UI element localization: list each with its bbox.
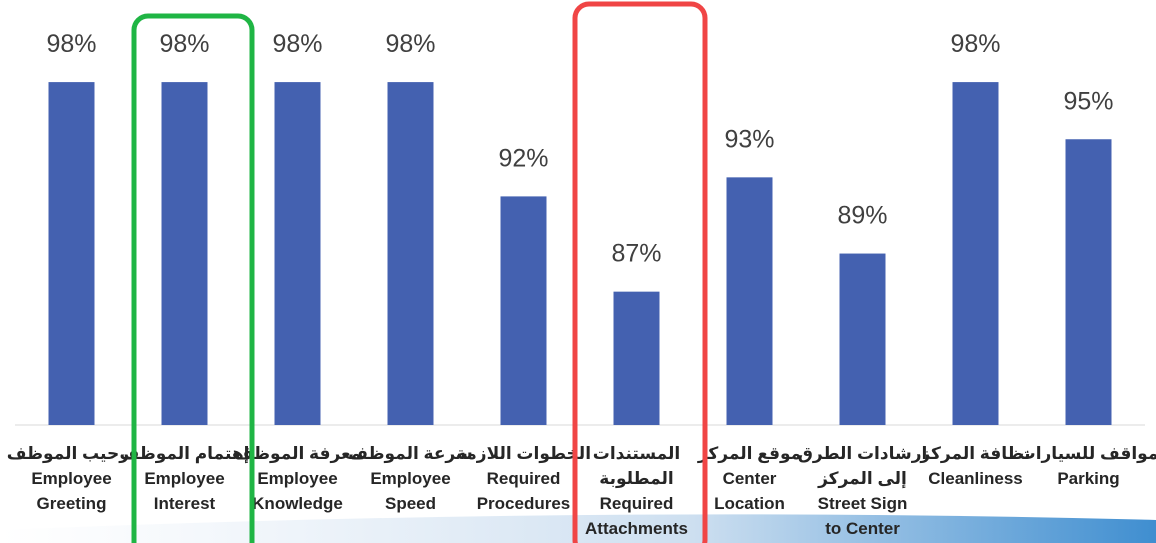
highlight-box [572, 1, 708, 543]
data-label: 98% [159, 30, 209, 58]
x-tick-label: to Center [825, 519, 900, 538]
data-label: 98% [272, 30, 322, 58]
data-label: 92% [498, 144, 548, 172]
data-label: 93% [724, 125, 774, 153]
bar [274, 82, 321, 425]
x-tick-label: Greeting [37, 494, 107, 513]
x-tick-label: Parking [1057, 469, 1119, 488]
bar [500, 196, 547, 425]
x-tick-label: Interest [154, 494, 216, 513]
x-tick-label: Location [714, 494, 785, 513]
x-tick-label: Street Sign [818, 494, 908, 513]
x-tick-label: الخطوات اللازمة [456, 444, 591, 464]
x-tick-label: Required [600, 494, 674, 513]
data-label: 95% [1063, 87, 1113, 115]
data-label: 98% [950, 30, 1000, 58]
x-tick-label: Speed [385, 494, 436, 513]
plot: ترحيب الموظف Employee Greeting 98% إهتمام ال… [7, 30, 1156, 538]
x-tick-label: نظافة المركز [919, 444, 1030, 464]
bar [952, 82, 999, 425]
x-tick-label: Cleanliness [928, 469, 1023, 488]
x-tick-label: Employee [31, 469, 111, 488]
x-tick-label: ارشادات الطرق [798, 444, 928, 464]
x-tick-label: موقع المركز [697, 444, 801, 464]
x-tick-label: سرعة الموظف [348, 444, 472, 464]
bar [48, 82, 95, 425]
data-label: 98% [46, 30, 96, 58]
x-tick-label: إهتمام الموظف [119, 444, 249, 464]
x-tick-label: Required [487, 469, 561, 488]
bar [161, 82, 208, 425]
x-tick-label: ترحيب الموظف [7, 444, 136, 464]
highlight-box [131, 13, 255, 543]
x-tick-label: مواقف للسيارات [1019, 444, 1156, 464]
bar [839, 253, 886, 425]
x-tick-label: المطلوبة [599, 469, 673, 489]
bar [387, 82, 434, 425]
data-label: 98% [385, 30, 435, 58]
bar [726, 177, 773, 425]
x-tick-label: إلى المركز [817, 469, 907, 489]
bar [613, 291, 660, 425]
x-tick-label: Attachments [585, 519, 688, 538]
x-tick-label: Knowledge [252, 494, 343, 513]
x-tick-label: Procedures [477, 494, 571, 513]
x-tick-label: Center [723, 469, 777, 488]
bar [1065, 139, 1112, 425]
data-label: 89% [837, 202, 887, 230]
x-tick-label: المستندات [593, 444, 681, 463]
x-tick-label: Employee [370, 469, 450, 488]
x-tick-label: معرفة الموظف [234, 444, 361, 464]
x-tick-label: Employee [144, 469, 224, 488]
decoration [0, 514, 1156, 543]
x-tick-label: Employee [257, 469, 337, 488]
data-label: 87% [611, 240, 661, 268]
